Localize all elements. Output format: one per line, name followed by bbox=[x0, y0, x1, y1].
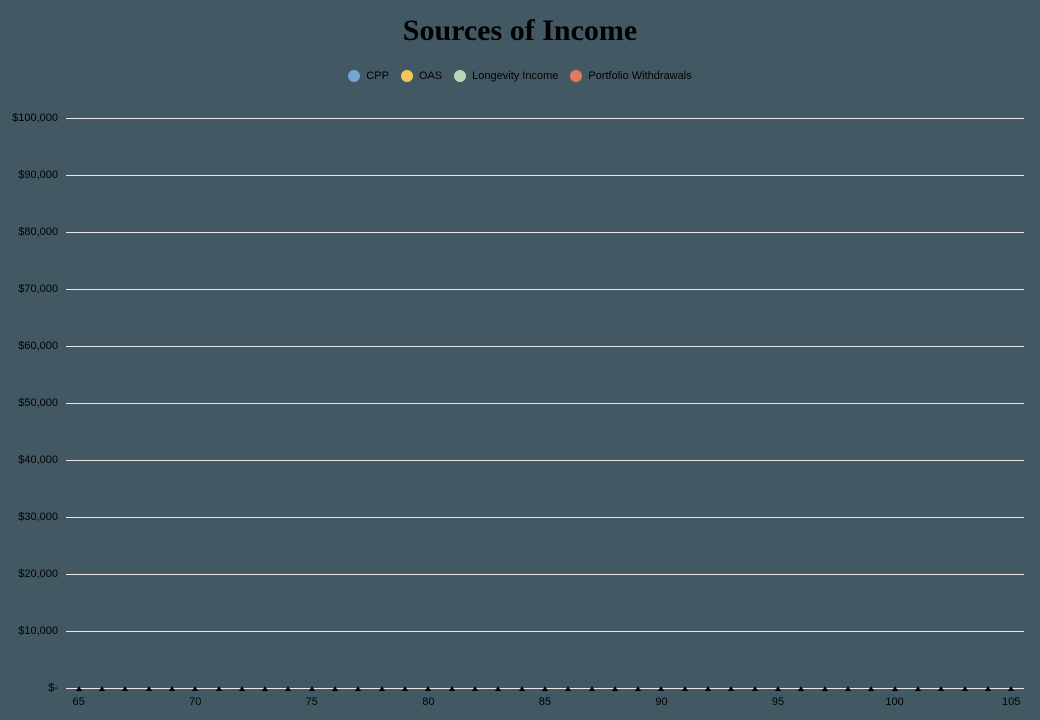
y-axis-label: $100,000 bbox=[8, 112, 62, 124]
chart-title: Sources of Income bbox=[0, 0, 1040, 48]
y-axis-label: $40,000 bbox=[8, 454, 62, 466]
x-axis-label: 95 bbox=[767, 692, 788, 712]
legend-label: Longevity Income bbox=[472, 70, 558, 82]
x-axis-label bbox=[954, 692, 975, 712]
x-axis-label bbox=[697, 692, 718, 712]
x-axis-label: 80 bbox=[418, 692, 439, 712]
x-axis-label bbox=[511, 692, 532, 712]
bars-container bbox=[66, 118, 1024, 688]
y-axis-label: $70,000 bbox=[8, 283, 62, 295]
x-axis-label bbox=[91, 692, 112, 712]
chart-area: 65 70 75 80 85 90 95 100 105 $- $10,000 $20,000 $30… bbox=[8, 118, 1032, 712]
x-axis-label bbox=[558, 692, 579, 712]
plot-area bbox=[66, 118, 1024, 688]
x-axis-label bbox=[791, 692, 812, 712]
y-axis-label: $- bbox=[8, 682, 62, 694]
x-axis-label bbox=[814, 692, 835, 712]
legend-swatch-icon bbox=[348, 70, 360, 82]
legend-swatch-icon bbox=[570, 70, 582, 82]
x-axis-label bbox=[115, 692, 136, 712]
y-axis-label: $60,000 bbox=[8, 340, 62, 352]
x-axis-label bbox=[255, 692, 276, 712]
y-axis-label: $20,000 bbox=[8, 568, 62, 580]
x-axis-label bbox=[977, 692, 998, 712]
x-axis-label bbox=[348, 692, 369, 712]
y-axis-label: $10,000 bbox=[8, 625, 62, 637]
x-axis-label bbox=[138, 692, 159, 712]
x-axis-label: 70 bbox=[185, 692, 206, 712]
x-axis-label: 90 bbox=[651, 692, 672, 712]
x-axis-label bbox=[861, 692, 882, 712]
x-axis-label bbox=[628, 692, 649, 712]
x-axis-labels: 65 70 75 80 85 90 95 100 105 bbox=[66, 692, 1024, 712]
y-axis-label: $90,000 bbox=[8, 169, 62, 181]
x-axis-label bbox=[208, 692, 229, 712]
legend-label: OAS bbox=[419, 70, 442, 82]
x-axis-label bbox=[441, 692, 462, 712]
x-axis-label bbox=[931, 692, 952, 712]
x-axis-label: 105 bbox=[1001, 692, 1022, 712]
legend-label: CPP bbox=[366, 70, 389, 82]
legend-swatch-icon bbox=[454, 70, 466, 82]
legend: CPP OAS Longevity Income Portfolio Withdraw… bbox=[0, 70, 1040, 82]
x-axis-label bbox=[674, 692, 695, 712]
x-axis-label bbox=[161, 692, 182, 712]
x-axis-label bbox=[464, 692, 485, 712]
y-axis-label: $30,000 bbox=[8, 511, 62, 523]
legend-item-portfolio: Portfolio Withdrawals bbox=[570, 70, 691, 82]
x-axis-label bbox=[371, 692, 392, 712]
x-axis-label bbox=[324, 692, 345, 712]
x-axis-label bbox=[721, 692, 742, 712]
x-axis-label bbox=[231, 692, 252, 712]
y-axis-label: $80,000 bbox=[8, 226, 62, 238]
x-axis-label bbox=[744, 692, 765, 712]
x-axis-label bbox=[581, 692, 602, 712]
x-axis-label bbox=[837, 692, 858, 712]
x-axis-label bbox=[488, 692, 509, 712]
legend-label: Portfolio Withdrawals bbox=[588, 70, 691, 82]
legend-item-oas: OAS bbox=[401, 70, 442, 82]
legend-item-cpp: CPP bbox=[348, 70, 389, 82]
x-axis-label bbox=[907, 692, 928, 712]
legend-item-longevity: Longevity Income bbox=[454, 70, 558, 82]
x-axis-label bbox=[278, 692, 299, 712]
x-axis-label: 75 bbox=[301, 692, 322, 712]
x-axis-label: 65 bbox=[68, 692, 89, 712]
x-axis-label: 85 bbox=[534, 692, 555, 712]
x-axis-label: 100 bbox=[884, 692, 905, 712]
x-axis-label bbox=[394, 692, 415, 712]
legend-swatch-icon bbox=[401, 70, 413, 82]
x-axis-label bbox=[604, 692, 625, 712]
y-axis-label: $50,000 bbox=[8, 397, 62, 409]
